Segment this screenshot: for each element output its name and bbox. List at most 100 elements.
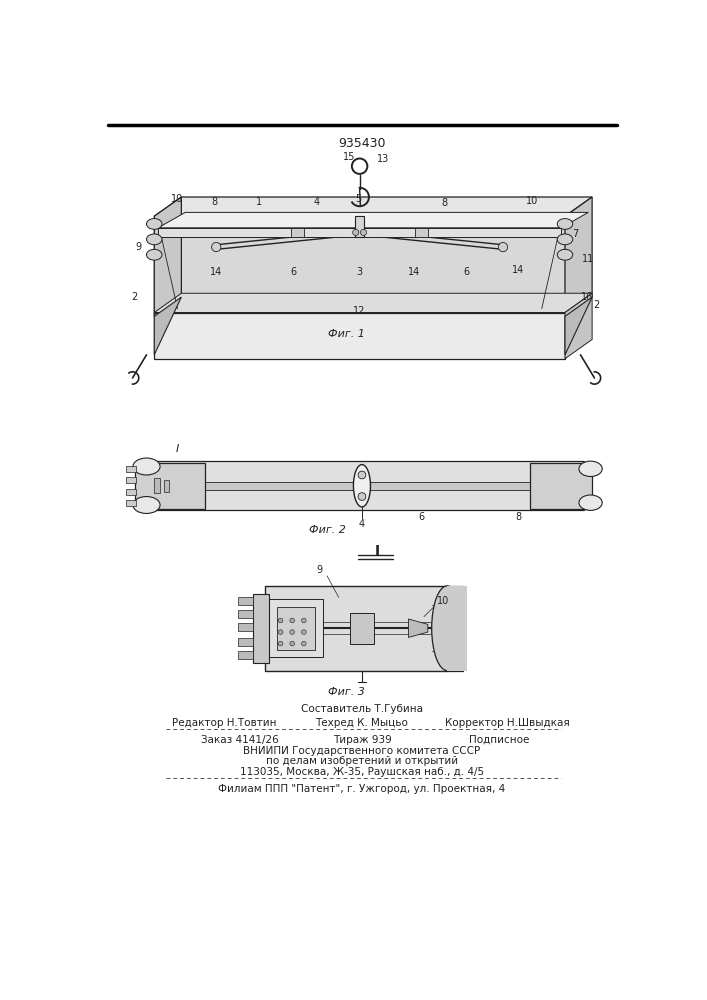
Text: Фиг. 2: Фиг. 2 xyxy=(309,525,346,535)
Text: 10: 10 xyxy=(171,194,184,204)
Bar xyxy=(143,461,585,510)
Circle shape xyxy=(211,242,221,252)
Ellipse shape xyxy=(146,249,162,260)
Bar xyxy=(253,594,269,663)
Bar xyxy=(126,477,136,483)
Polygon shape xyxy=(154,297,182,355)
Text: Подписное: Подписное xyxy=(469,735,530,745)
Text: 3: 3 xyxy=(356,267,363,277)
Text: Фиг. 1: Фиг. 1 xyxy=(328,329,365,339)
Polygon shape xyxy=(409,619,428,637)
Bar xyxy=(154,478,160,493)
Text: 6: 6 xyxy=(291,267,297,277)
Polygon shape xyxy=(154,197,592,216)
Polygon shape xyxy=(154,197,182,316)
Text: 8: 8 xyxy=(211,197,218,207)
Ellipse shape xyxy=(432,586,462,671)
Text: 4: 4 xyxy=(314,197,320,207)
Text: ВНИИПИ Государственного комитета СССР: ВНИИПИ Государственного комитета СССР xyxy=(243,746,481,756)
Ellipse shape xyxy=(557,249,573,260)
Polygon shape xyxy=(154,312,565,359)
Text: 11: 11 xyxy=(582,254,595,264)
Ellipse shape xyxy=(557,219,573,229)
Text: 5: 5 xyxy=(355,194,361,204)
Text: I: I xyxy=(176,444,179,454)
Circle shape xyxy=(290,618,295,623)
Polygon shape xyxy=(565,297,592,355)
Ellipse shape xyxy=(354,465,370,507)
Ellipse shape xyxy=(579,495,602,510)
Bar xyxy=(126,466,136,472)
Text: 935430: 935430 xyxy=(338,137,386,150)
Ellipse shape xyxy=(146,219,162,229)
Ellipse shape xyxy=(557,234,573,245)
Text: Филиам ППП "Патент", г. Ужгород, ул. Проектная, 4: Филиам ППП "Патент", г. Ужгород, ул. Про… xyxy=(218,784,506,794)
Bar xyxy=(276,607,315,650)
Bar xyxy=(238,610,253,618)
Polygon shape xyxy=(565,197,592,316)
Text: Корректор Н.Швыдкая: Корректор Н.Швыдкая xyxy=(445,718,569,728)
Polygon shape xyxy=(565,293,592,359)
Text: 2: 2 xyxy=(132,292,138,302)
Bar xyxy=(238,597,253,605)
Bar xyxy=(126,489,136,495)
Bar xyxy=(238,638,253,646)
Text: 14: 14 xyxy=(513,265,525,275)
Ellipse shape xyxy=(133,497,160,513)
Polygon shape xyxy=(154,293,592,312)
Bar xyxy=(146,482,580,490)
Bar xyxy=(135,463,204,509)
Bar xyxy=(355,216,364,237)
Bar xyxy=(291,228,304,237)
Text: 6: 6 xyxy=(419,512,425,522)
Text: 15: 15 xyxy=(344,152,356,162)
Circle shape xyxy=(301,618,306,623)
Bar xyxy=(351,613,373,644)
Circle shape xyxy=(361,229,367,235)
Circle shape xyxy=(279,630,283,634)
Circle shape xyxy=(290,630,295,634)
Text: 4: 4 xyxy=(359,519,365,529)
Text: 9: 9 xyxy=(316,565,322,575)
Ellipse shape xyxy=(133,458,160,475)
Circle shape xyxy=(279,641,283,646)
Polygon shape xyxy=(158,228,561,237)
Bar xyxy=(126,500,136,506)
Circle shape xyxy=(358,493,366,500)
Circle shape xyxy=(301,641,306,646)
Bar xyxy=(416,228,428,237)
Bar xyxy=(530,463,592,509)
Text: по делам изобретений и открытий: по делам изобретений и открытий xyxy=(266,756,458,766)
Text: 16: 16 xyxy=(580,292,593,302)
Text: 6: 6 xyxy=(464,267,469,277)
Ellipse shape xyxy=(146,234,162,245)
Text: I: I xyxy=(375,544,380,558)
Circle shape xyxy=(290,641,295,646)
Text: 113035, Москва, Ж-35, Раушская наб., д. 4/5: 113035, Москва, Ж-35, Раушская наб., д. … xyxy=(240,767,484,777)
Text: Редактор Н.Товтин: Редактор Н.Товтин xyxy=(172,718,276,728)
Bar xyxy=(269,599,323,657)
Bar xyxy=(238,623,253,631)
Ellipse shape xyxy=(579,461,602,477)
Text: 12: 12 xyxy=(354,306,366,316)
Text: Заказ 4141/26: Заказ 4141/26 xyxy=(201,735,279,745)
Text: 7: 7 xyxy=(572,229,578,239)
Text: Фиг. 3: Фиг. 3 xyxy=(328,687,365,697)
Circle shape xyxy=(358,471,366,479)
Text: 8: 8 xyxy=(442,198,448,208)
Text: 9: 9 xyxy=(136,242,142,252)
Text: 13: 13 xyxy=(377,153,389,163)
Bar xyxy=(448,586,467,671)
Circle shape xyxy=(279,618,283,623)
Bar xyxy=(265,586,448,671)
Text: Тираж 939: Тираж 939 xyxy=(332,735,392,745)
Bar xyxy=(164,480,169,492)
Text: 10: 10 xyxy=(437,596,450,606)
Text: Составитель Т.Губина: Составитель Т.Губина xyxy=(301,704,423,714)
Bar xyxy=(238,651,253,659)
Circle shape xyxy=(353,229,359,235)
Text: 2: 2 xyxy=(593,300,599,310)
Text: 8: 8 xyxy=(515,512,522,522)
Text: 14: 14 xyxy=(210,267,223,277)
Text: 10: 10 xyxy=(525,196,538,206)
